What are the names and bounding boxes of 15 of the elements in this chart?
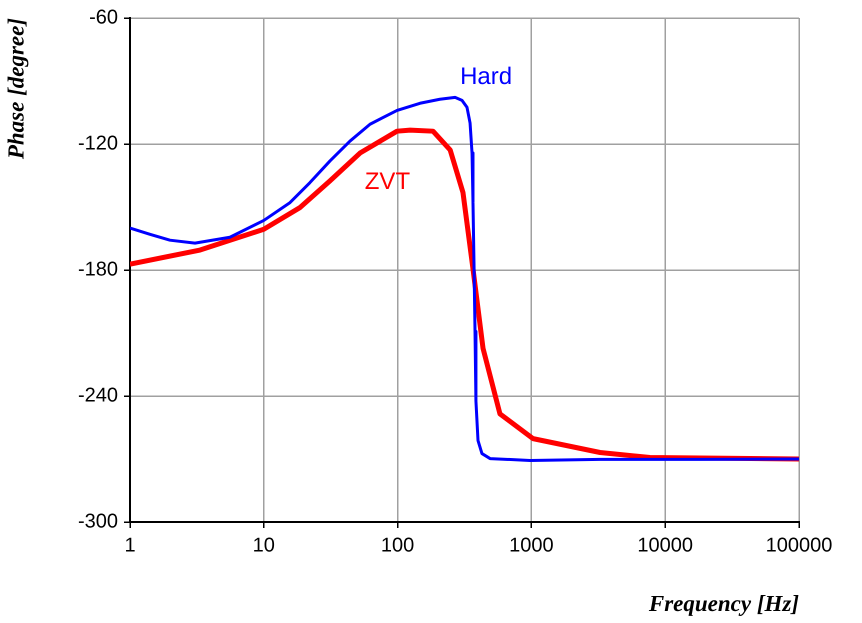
x-axis-title: Frequency [Hz] [648, 591, 800, 616]
x-tick-label: 1 [124, 534, 136, 557]
y-axis-title: Phase [degree] [4, 18, 29, 160]
x-tick-label: 10 [252, 534, 275, 557]
x-tick-label: 10000 [637, 534, 694, 557]
series-label: Hard [460, 63, 512, 90]
y-tick-label: -180 [78, 258, 118, 281]
x-tick-label: 100000 [766, 534, 832, 557]
y-tick-label: -240 [78, 384, 118, 407]
series-label: ZVT [364, 168, 410, 195]
x-tick-label: 1000 [509, 534, 554, 557]
y-tick-label: -120 [78, 132, 118, 155]
y-tick-label: -60 [89, 6, 118, 29]
x-tick-label: 100 [380, 534, 414, 557]
y-tick-label: -300 [78, 510, 118, 533]
